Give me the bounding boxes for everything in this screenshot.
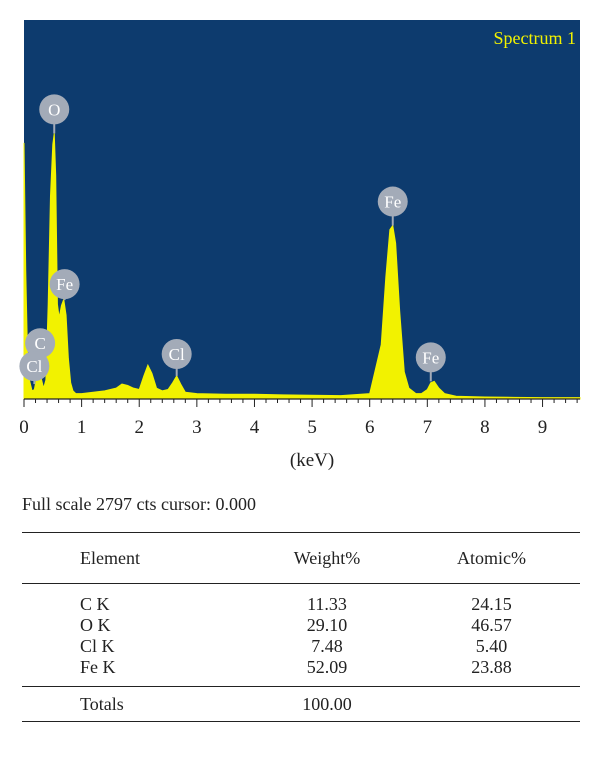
x-tick-label: 1 xyxy=(77,417,87,438)
table-row: O K 29.10 46.57 xyxy=(22,615,580,636)
plot-background xyxy=(24,20,580,399)
header-element: Element xyxy=(22,532,251,584)
cell-element: Cl K xyxy=(80,636,115,656)
peak-label-bubble xyxy=(377,186,408,217)
cell-weight: 11.33 xyxy=(307,594,347,614)
cell-weight: 52.09 xyxy=(306,657,348,677)
x-tick-label: 2 xyxy=(134,417,144,438)
x-tick-label: 6 xyxy=(365,417,375,438)
peak-label: Cl xyxy=(169,345,185,364)
peak-label-bubble xyxy=(161,338,192,369)
chart-title: Spectrum 1 xyxy=(494,28,577,48)
spectrum-chart: 0 1 2 3 4 5 6 7 8 9 O Fe C Cl Cl Fe Fe Spectrum 1 (keV) xyxy=(19,20,581,471)
totals-row: Totals 100.00 xyxy=(22,686,580,722)
peak-label-bubble xyxy=(19,351,50,382)
header-atomic: Atomic% xyxy=(403,532,580,584)
composition-table: Element Weight% Atomic% C K 11.33 24.15 … xyxy=(22,532,580,722)
cell-atomic: 46.57 xyxy=(471,615,512,635)
x-tick-label: 0 xyxy=(19,417,29,438)
x-tick-label: 4 xyxy=(250,417,260,438)
cell-weight: 7.48 xyxy=(311,636,343,656)
peak-label-bubble xyxy=(415,342,446,373)
header-weight: Weight% xyxy=(251,532,403,584)
peak-label-bubble xyxy=(25,328,56,359)
peak-label: O xyxy=(48,100,60,119)
peak-label: Cl xyxy=(26,357,42,376)
peak-label: Fe xyxy=(56,275,73,294)
cell-atomic: 5.40 xyxy=(475,636,508,656)
x-axis-label: (keV) xyxy=(290,450,334,471)
spectrum-caption: Full scale 2797 cts cursor: 0.000 xyxy=(22,494,256,514)
totals-atomic xyxy=(403,686,580,722)
cell-element: O K xyxy=(80,615,111,635)
peak-label-bubble xyxy=(39,94,70,125)
cell-atomic: 24.15 xyxy=(471,594,512,614)
cell-element: C K xyxy=(80,594,110,614)
cell-element: Fe K xyxy=(80,657,116,677)
table-row: Fe K 52.09 23.88 xyxy=(22,657,580,687)
cell-weight: 29.10 xyxy=(306,615,348,635)
table-row: Cl K 7.48 5.40 xyxy=(22,636,580,657)
peak-label: C xyxy=(34,334,45,353)
peak-label: Fe xyxy=(422,348,439,367)
x-tick-label: 5 xyxy=(307,417,317,438)
x-tick-label: 8 xyxy=(480,417,490,438)
x-tick-label: 9 xyxy=(538,417,548,438)
table-header-row: Element Weight% Atomic% xyxy=(22,532,580,584)
peak-label-bubble xyxy=(49,269,80,300)
x-tick-label: 7 xyxy=(423,417,433,438)
x-tick-label: 3 xyxy=(192,417,202,438)
cell-atomic: 23.88 xyxy=(471,657,512,677)
totals-weight: 100.00 xyxy=(251,686,403,722)
table-row: C K 11.33 24.15 xyxy=(22,584,580,616)
totals-label: Totals xyxy=(22,686,251,722)
spectrum-trace xyxy=(23,133,581,400)
peak-label: Fe xyxy=(384,193,401,212)
